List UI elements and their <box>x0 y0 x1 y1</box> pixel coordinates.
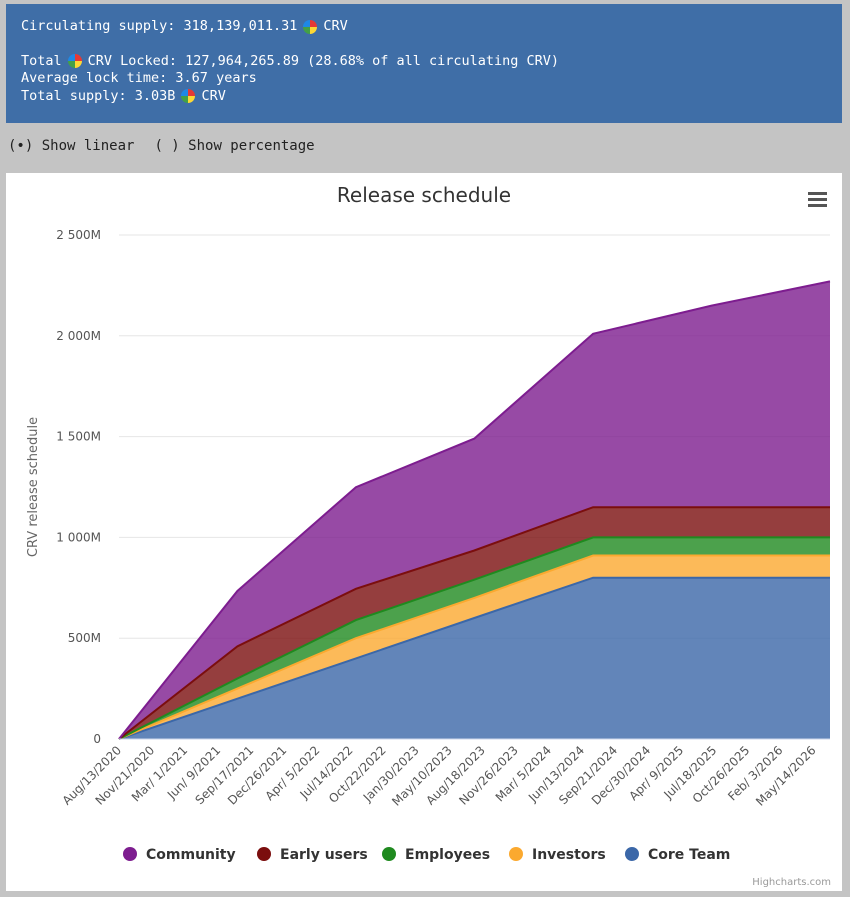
legend-marker-community[interactable] <box>123 847 137 861</box>
y-axis-title: CRV release schedule <box>26 417 41 557</box>
highcharts-credit-link[interactable]: Highcharts.com <box>752 877 831 888</box>
y-tick-label: 2 500M <box>56 228 101 242</box>
area-community[interactable] <box>119 281 830 739</box>
release-schedule-chart: Release schedule 0 500M 1 000M 1 500M 2 000M 2… <box>26 183 831 888</box>
x-tick-label: May/14/2026 <box>753 743 819 809</box>
crv-logo-icon <box>67 54 82 69</box>
legend-marker-investors[interactable] <box>509 847 523 861</box>
line-core-team <box>118 576 830 740</box>
line-early-users <box>118 506 830 740</box>
total-token-label: CRV <box>201 87 226 104</box>
legend-item-employees[interactable]: Employees <box>405 847 490 863</box>
locked-text: CRV Locked: 127,964,265.89 (28.68% of al… <box>87 52 560 69</box>
line-community <box>118 280 831 740</box>
chart-container: Release schedule 0 500M 1 000M 1 500M 2 000M 2… <box>6 173 842 891</box>
y-tick-label: 1 500M <box>56 430 101 444</box>
chart-title: Release schedule <box>337 183 511 207</box>
total-supply-text: Total supply: 3.03B <box>21 87 176 104</box>
y-tick-label: 1 000M <box>56 530 101 544</box>
area-investors[interactable] <box>119 555 830 740</box>
y-tick-label: 0 <box>93 732 101 746</box>
crv-logo-icon <box>303 19 318 34</box>
legend-item-core-team[interactable]: Core Team <box>648 847 730 863</box>
total-supply-line: Total supply: 3.03B CRV <box>21 88 842 106</box>
circulating-supply-text: Circulating supply: 318,139,011.31 <box>21 18 298 34</box>
area-early-users[interactable] <box>119 507 830 739</box>
view-mode-controls: (•) Show linear ( ) Show percentage <box>8 138 335 154</box>
locked-line: Total CRV Locked: 127,964,265.89 (28.68%… <box>21 53 842 71</box>
legend-marker-early-users[interactable] <box>257 847 271 861</box>
line-employees <box>118 536 830 740</box>
legend-item-investors[interactable]: Investors <box>532 847 606 863</box>
legend-marker-core-team[interactable] <box>625 847 639 861</box>
show-percentage-radio[interactable]: ( ) Show percentage <box>154 138 315 154</box>
circulating-supply-line: Circulating supply: 318,139,011.31 CRV <box>21 18 842 36</box>
circulating-token-label: CRV <box>323 18 348 34</box>
average-lock-text: Average lock time: 3.67 years <box>21 70 257 86</box>
line-investors <box>118 554 830 740</box>
crv-logo-icon <box>181 89 196 104</box>
y-tick-label: 2 000M <box>56 329 101 343</box>
show-linear-radio[interactable]: (•) Show linear <box>8 138 135 154</box>
legend-item-early-users[interactable]: Early users <box>280 847 368 863</box>
average-lock-line: Average lock time: 3.67 years <box>21 70 842 88</box>
legend-marker-employees[interactable] <box>382 847 396 861</box>
y-tick-label: 500M <box>68 631 101 645</box>
supply-info-panel: Circulating supply: 318,139,011.31 CRV T… <box>6 4 842 123</box>
area-core-team[interactable] <box>119 577 830 739</box>
hamburger-menu-icon[interactable] <box>808 192 827 207</box>
locked-prefix-text: Total <box>21 52 62 69</box>
legend-item-community[interactable]: Community <box>146 847 236 863</box>
